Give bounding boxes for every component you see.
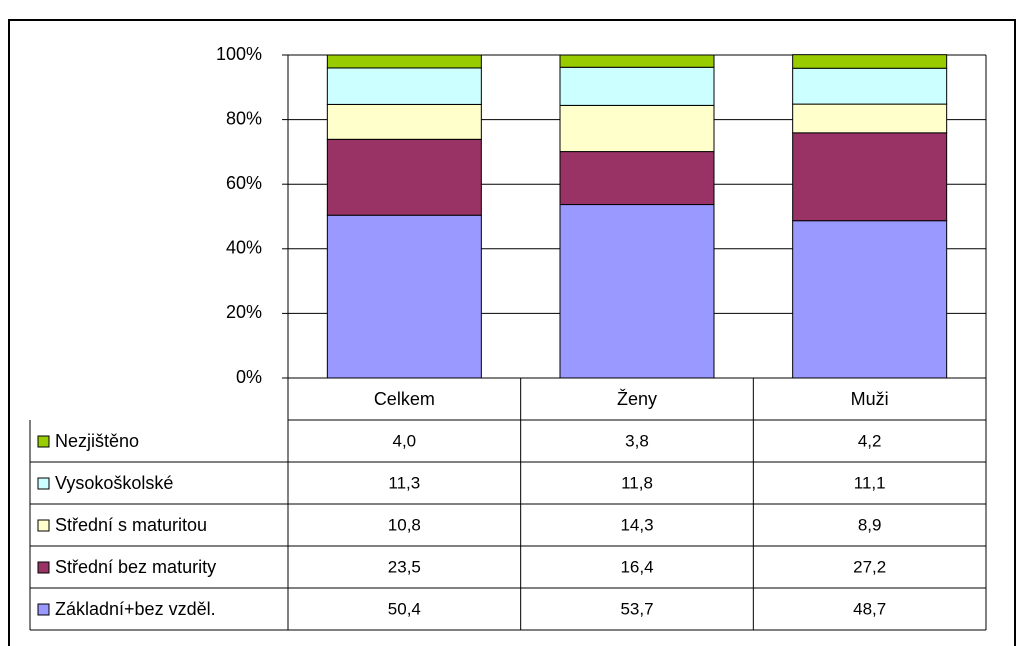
y-tick-label: 100% <box>216 44 262 64</box>
bar-segment <box>559 104 715 153</box>
bar-segment <box>792 103 948 134</box>
legend-key <box>37 519 50 532</box>
bar-segment <box>792 220 948 379</box>
category-label: Muži <box>851 389 889 409</box>
bar-segment <box>559 151 715 206</box>
table-value: 16,4 <box>620 557 653 576</box>
table-value: 50,4 <box>388 599 421 618</box>
bar-segment <box>792 54 948 69</box>
y-tick-label: 20% <box>226 302 262 322</box>
bar-segment <box>559 204 715 379</box>
table-value: 11,3 <box>388 473 420 492</box>
table-value: 48,7 <box>853 599 886 618</box>
legend-label: Vysokoškolské <box>55 473 173 493</box>
legend-key <box>37 435 50 448</box>
legend-label: Střední bez maturity <box>55 557 216 577</box>
table-value: 4,2 <box>858 431 882 450</box>
bar-segment <box>326 67 482 105</box>
chart-frame <box>8 19 1016 646</box>
table-value: 3,8 <box>625 431 649 450</box>
table-value: 11,8 <box>621 473 653 492</box>
bar-segment <box>792 67 948 105</box>
bar-segment <box>326 214 482 379</box>
legend-label: Nezjištěno <box>55 431 139 451</box>
legend-key <box>37 603 50 616</box>
bar-segment <box>559 66 715 106</box>
y-tick-label: 60% <box>226 173 262 193</box>
bar-segment <box>326 138 482 216</box>
table-value: 11,1 <box>854 473 886 492</box>
table-value: 4,0 <box>393 431 417 450</box>
bar-segment <box>326 54 482 69</box>
y-tick-label: 40% <box>226 238 262 258</box>
bar-segment <box>326 103 482 140</box>
y-tick-label: 0% <box>236 367 262 387</box>
table-value: 27,2 <box>853 557 886 576</box>
table-value: 23,5 <box>388 557 421 576</box>
category-label: Ženy <box>617 389 657 409</box>
table-value: 10,8 <box>388 515 421 534</box>
legend-label: Základní+bez vzděl. <box>55 599 216 619</box>
table-value: 14,3 <box>620 515 653 534</box>
bar-segment <box>559 54 715 68</box>
table-value: 53,7 <box>620 599 653 618</box>
y-tick-label: 80% <box>226 108 262 128</box>
legend-label: Střední s maturitou <box>55 515 207 535</box>
bar-segment <box>792 132 948 222</box>
legend-key <box>37 561 50 574</box>
legend-key <box>37 477 50 490</box>
category-label: Celkem <box>374 389 435 409</box>
table-value: 8,9 <box>858 515 882 534</box>
